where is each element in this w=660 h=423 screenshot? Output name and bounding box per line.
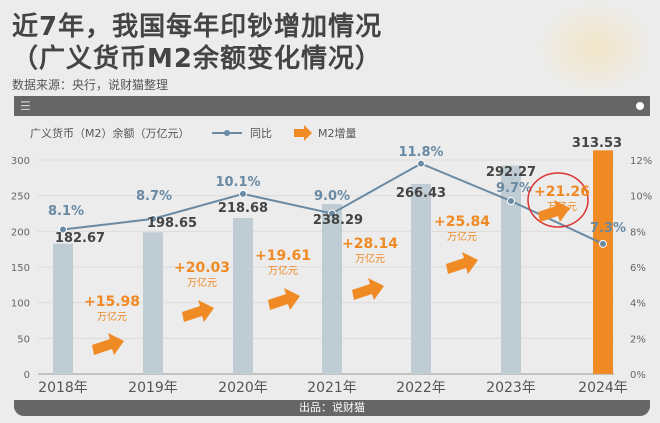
left-tick-label: 100 — [11, 299, 30, 310]
right-tick-label: 8% — [630, 227, 646, 238]
title-line1: 近7年，我国每年印钞增加情况 — [12, 12, 383, 42]
x-tick-label: 2021年 — [307, 380, 357, 396]
increment-arrow-icon — [182, 300, 214, 322]
legend-line-label: 同比 — [250, 127, 272, 140]
increment-unit: 万亿元 — [355, 252, 385, 265]
bar — [322, 204, 342, 374]
legend-bar-label: 广义货币（M2）余额（万亿元） — [30, 126, 190, 140]
x-tick-label: 2018年 — [38, 380, 88, 396]
bar-value-label: 182.67 — [55, 231, 105, 246]
increment-arrow-icon — [92, 333, 124, 355]
increment-arrow-icon — [446, 252, 478, 274]
bar — [233, 218, 253, 374]
increment-arrow-icon — [352, 278, 384, 300]
right-tick-label: 4% — [630, 299, 646, 310]
x-tick-label: 2019年 — [128, 380, 178, 396]
x-tick-label: 2020年 — [218, 380, 268, 396]
bar-value-label: 198.65 — [147, 216, 197, 231]
increment-label: +21.26 — [534, 184, 590, 200]
yoy-label: 7.3% — [590, 221, 626, 236]
data-source: 数据来源：央行，说财猫整理 — [12, 78, 169, 92]
yoy-label: 9.0% — [314, 189, 350, 204]
bar — [501, 165, 521, 374]
bar-value-label: 313.53 — [572, 136, 622, 151]
left-tick-label: 200 — [11, 227, 30, 238]
x-tick-label: 2023年 — [486, 380, 536, 396]
bar — [593, 150, 613, 374]
right-tick-label: 10% — [630, 192, 652, 203]
left-tick-label: 250 — [11, 192, 30, 203]
increment-arrow-icon — [538, 200, 570, 222]
title-line2: （广义货币M2余额变化情况） — [12, 44, 382, 74]
top-bar: ☰ — [14, 96, 650, 116]
footer-credit: 出品：说财猫 — [14, 400, 650, 416]
increment-label: +25.84 — [434, 214, 490, 230]
line-point — [239, 189, 247, 198]
right-tick-label: 12% — [630, 156, 652, 167]
right-tick-label: 0% — [630, 370, 646, 381]
line-point — [149, 214, 157, 223]
x-tick-label: 2022年 — [396, 380, 446, 396]
left-tick-label: 50 — [17, 334, 30, 345]
increment-arrow-icon — [268, 288, 300, 310]
increment-label: +15.98 — [84, 294, 140, 310]
x-tick-label: 2024年 — [578, 380, 628, 396]
line-point — [328, 209, 336, 218]
left-tick-label: 150 — [11, 263, 30, 274]
increment-unit: 万亿元 — [268, 264, 298, 277]
bar-value-label: 238.29 — [313, 213, 363, 228]
increment-label: +28.14 — [342, 236, 398, 252]
bar-value-label: 292.27 — [486, 165, 536, 180]
legend-line-marker — [224, 130, 230, 136]
left-tick-label: 300 — [11, 156, 30, 167]
hamburger-icon[interactable]: ☰ — [20, 99, 31, 113]
increment-label: +19.61 — [255, 248, 311, 264]
line-point — [599, 239, 607, 248]
legend-arrow-icon — [294, 125, 312, 141]
bar — [53, 243, 73, 374]
line-point — [59, 225, 67, 234]
increment-unit: 万亿元 — [187, 276, 217, 289]
increment-unit: 万亿元 — [447, 230, 477, 243]
yoy-label: 8.7% — [136, 189, 172, 204]
bar-value-label: 218.68 — [218, 201, 268, 216]
bar — [411, 183, 431, 374]
increment-unit: 万亿元 — [97, 310, 127, 323]
yoy-label: 11.8% — [398, 145, 443, 160]
yoy-label: 10.1% — [215, 175, 260, 190]
yoy-label: 8.1% — [48, 204, 84, 219]
bar — [143, 232, 163, 374]
line-point — [507, 197, 515, 206]
right-tick-label: 2% — [630, 334, 646, 345]
line-point — [417, 159, 425, 168]
highlight-circle — [527, 172, 589, 228]
bar-value-label: 266.43 — [396, 186, 446, 201]
increment-label: +20.03 — [174, 260, 230, 276]
yoy-label: 9.7% — [496, 181, 532, 196]
legend-increment-label: M2增量 — [318, 126, 357, 140]
left-tick-label: 0 — [24, 370, 30, 381]
dot-icon — [636, 102, 644, 110]
right-tick-label: 6% — [630, 263, 646, 274]
cat-logo — [535, 0, 655, 95]
